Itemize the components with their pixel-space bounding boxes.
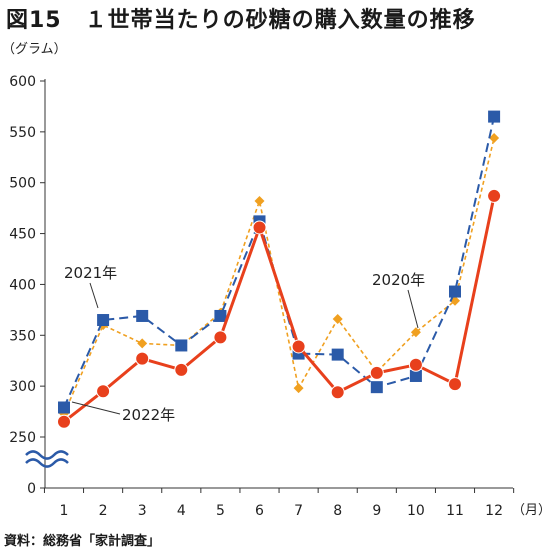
y-tick-label: 450: [9, 227, 36, 243]
x-tick-label: 11: [446, 503, 464, 519]
data-point: [97, 314, 110, 327]
x-tick-label: 12: [485, 503, 503, 519]
y-tick-label: 550: [9, 125, 36, 141]
series-callouts: 2021年 2022年 2020年: [64, 264, 425, 424]
data-point: [291, 339, 306, 354]
series-layer: [57, 110, 502, 429]
data-point: [96, 384, 111, 399]
data-point: [332, 314, 343, 325]
y-tick-label: 300: [9, 379, 36, 395]
x-tick-label: 8: [333, 503, 342, 519]
series-label: 2022年: [122, 406, 175, 424]
data-point: [254, 196, 265, 207]
data-point: [214, 309, 227, 322]
series-line: [63, 195, 496, 423]
x-tick-label: 6: [255, 503, 264, 519]
x-tick-label: 5: [216, 503, 225, 519]
data-point: [408, 357, 423, 372]
data-point: [213, 330, 228, 345]
data-point: [489, 132, 500, 143]
y-tick-labels: 0 250 300 350 400 450 500 550 600: [9, 74, 45, 497]
x-tick-labels: 1 2 3 4 5 6 7 8 9 10 11 12: [43, 488, 515, 519]
x-tick-label: 9: [372, 503, 381, 519]
callout-leader: [71, 401, 121, 415]
y-tick-label: 0: [27, 481, 36, 497]
series-2022年: [57, 188, 502, 429]
data-point: [252, 220, 267, 235]
data-point: [449, 285, 461, 298]
data-point: [331, 348, 344, 361]
source-note: 資料：総務省「家計調査」: [4, 534, 161, 549]
y-axis-unit: （グラム）: [2, 42, 67, 57]
series-2020年: [59, 132, 500, 419]
x-axis-unit: （月）: [512, 503, 544, 518]
y-tick-label: 600: [9, 74, 36, 90]
data-point: [370, 381, 383, 394]
chart-title: 図15 １世帯当たりの砂糖の購入数量の推移: [6, 8, 476, 33]
data-point: [136, 309, 149, 322]
x-tick-label: 2: [99, 503, 108, 519]
data-point: [174, 362, 189, 377]
series-label: 2021年: [64, 264, 117, 282]
x-tick-label: 4: [177, 503, 186, 519]
data-point: [410, 327, 421, 338]
data-point: [487, 188, 502, 203]
data-point: [369, 365, 384, 380]
y-tick-label: 400: [9, 277, 36, 293]
data-point: [330, 385, 345, 400]
x-tick-label: 1: [60, 503, 69, 519]
x-tick-label: 10: [407, 503, 425, 519]
axis-break-mark: [25, 450, 69, 468]
data-point: [58, 401, 70, 414]
data-point: [409, 369, 422, 382]
y-tick-label: 350: [9, 328, 36, 344]
series-label: 2020年: [372, 271, 425, 289]
x-tick-label: 7: [294, 503, 303, 519]
data-point: [175, 339, 188, 352]
y-tick-label: 250: [9, 430, 36, 446]
data-point: [488, 110, 501, 123]
data-point: [137, 338, 148, 349]
data-point: [448, 377, 462, 392]
y-tick-label: 500: [9, 176, 36, 192]
axis-break-wave: [25, 458, 69, 468]
series-line: [63, 137, 495, 414]
axis-break-wave: [25, 450, 69, 460]
data-point: [293, 383, 304, 394]
x-tick-label: 3: [138, 503, 147, 519]
data-point: [57, 414, 71, 429]
callout-leader: [89, 282, 99, 309]
callout-leader: [407, 289, 419, 329]
series-2021年: [58, 110, 501, 414]
data-point: [135, 351, 150, 366]
series-line: [63, 116, 496, 408]
